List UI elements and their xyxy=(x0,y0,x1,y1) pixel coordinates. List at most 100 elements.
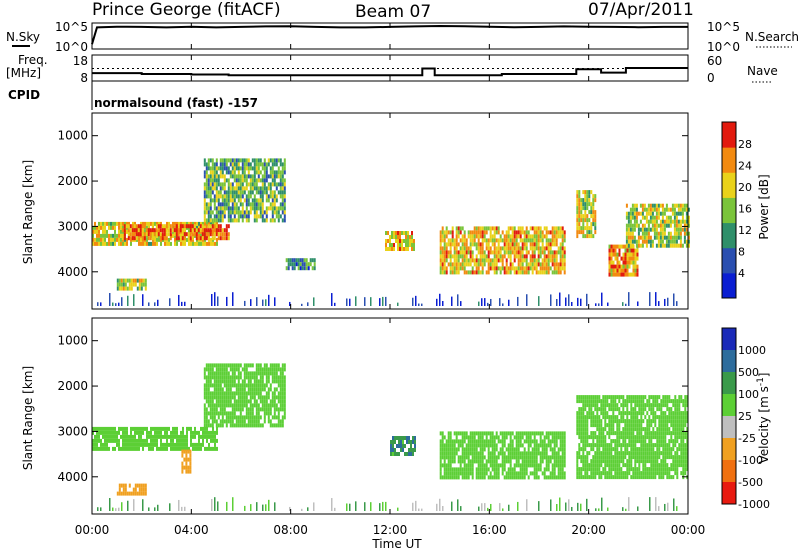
power-cell-4 xyxy=(292,258,294,262)
power-cell-9 xyxy=(630,240,632,244)
velocity-cell-1 xyxy=(218,367,220,371)
velocity-cell-6 xyxy=(602,403,604,407)
velocity-cell-0 xyxy=(130,431,132,435)
power-cell-1 xyxy=(138,228,140,232)
velocity-cell-0 xyxy=(146,435,148,439)
power-cell-9 xyxy=(656,232,658,236)
velocity-cell-6 xyxy=(636,439,638,443)
velocity-cell-6 xyxy=(604,419,606,423)
velocity-cell-0 xyxy=(130,447,132,451)
power-ground-scatter xyxy=(436,299,438,306)
power-cell-2 xyxy=(210,174,212,178)
velocity-cell-0 xyxy=(124,447,126,451)
velocity-cell-1 xyxy=(230,399,232,403)
power-cell-6 xyxy=(522,262,524,266)
velocity-cell-0 xyxy=(138,447,140,451)
power-ground-scatter xyxy=(100,302,102,306)
velocity-cell-2 xyxy=(133,488,135,492)
velocity-cell-1 xyxy=(214,411,216,415)
velocity-cell-6 xyxy=(642,411,644,415)
power-cell-2 xyxy=(230,214,232,218)
velocity-cell-1 xyxy=(264,387,266,391)
velocity-cell-6 xyxy=(642,403,644,407)
power-cell-6 xyxy=(510,262,512,266)
velocity-cell-6 xyxy=(596,395,598,399)
power-cell-6 xyxy=(486,254,488,258)
power-cell-6 xyxy=(440,234,442,238)
power-cell-2 xyxy=(276,186,278,190)
velocity-cell-1 xyxy=(268,375,270,379)
velocity-cell-5 xyxy=(512,451,514,455)
velocity-cell-0 xyxy=(142,427,144,431)
velocity-cell-5 xyxy=(564,435,566,439)
power-cell-6 xyxy=(476,270,478,274)
power-cell-2 xyxy=(280,178,282,182)
velocity-cell-6 xyxy=(590,443,592,447)
power-cell-4 xyxy=(302,266,304,270)
power-cell-6 xyxy=(470,258,472,262)
velocity-cell-1 xyxy=(278,415,280,419)
velocity-cell-5 xyxy=(472,455,474,459)
velocity-cell-6 xyxy=(668,439,670,443)
power-cell-6 xyxy=(454,250,456,254)
velocity-cell-6 xyxy=(590,411,592,415)
velocity-cell-1 xyxy=(230,379,232,383)
power-cell-6 xyxy=(470,262,472,266)
velocity-cell-5 xyxy=(536,431,538,435)
power-cell-8 xyxy=(629,249,631,253)
power-cell-0 xyxy=(166,242,168,246)
power-cell-2 xyxy=(220,162,222,166)
power-cell-6 xyxy=(526,258,528,262)
velocity-cell-1 xyxy=(258,419,260,423)
velocity-cell-6 xyxy=(640,439,642,443)
velocity-cell-5 xyxy=(560,443,562,447)
velocity-cell-5 xyxy=(506,475,508,479)
power-cell-7 xyxy=(580,230,582,234)
velocity-cell-6 xyxy=(588,467,590,471)
power-cell-6 xyxy=(482,234,484,238)
velocity-cell-6 xyxy=(656,399,658,403)
velocity-cell-0 xyxy=(154,439,156,443)
power-cell-0 xyxy=(102,238,104,242)
power-ground-scatter xyxy=(313,297,315,306)
power-cell-2 xyxy=(208,158,210,162)
velocity-cell-6 xyxy=(600,455,602,459)
power-cell-0 xyxy=(168,238,170,242)
power-cell-0 xyxy=(104,222,106,226)
power-cell-4 xyxy=(314,262,316,266)
power-cell-8 xyxy=(623,261,625,265)
power-cell-9 xyxy=(650,204,652,208)
velocity-cell-5 xyxy=(440,431,442,435)
velocity-cell-6 xyxy=(630,443,632,447)
velocity-cell-6 xyxy=(630,407,632,411)
velocity-cell-1 xyxy=(254,399,256,403)
velocity-cell-5 xyxy=(564,459,566,463)
velocity-cell-5 xyxy=(470,447,472,451)
velocity-cell-6 xyxy=(588,411,590,415)
power-cell-0 xyxy=(96,242,98,246)
velocity-cell-1 xyxy=(242,423,244,427)
velocity-cell-5 xyxy=(458,467,460,471)
velocity-cell-1 xyxy=(224,367,226,371)
date-title: 07/Apr/2011 xyxy=(588,0,694,20)
velocity-cell-5 xyxy=(440,467,442,471)
power-cell-6 xyxy=(552,254,554,258)
velocity-cell-5 xyxy=(552,475,554,479)
velocity-cell-1 xyxy=(260,375,262,379)
velocity-cell-0 xyxy=(208,435,210,439)
velocity-cell-0 xyxy=(102,443,104,447)
power-cell-1 xyxy=(186,232,188,236)
power-cell-7 xyxy=(594,222,596,226)
power-cell-0 xyxy=(116,238,118,242)
power-cell-2 xyxy=(218,218,220,222)
velocity-cell-0 xyxy=(164,427,166,431)
velocity-cell-6 xyxy=(586,395,588,399)
power-cell-2 xyxy=(228,214,230,218)
power-cell-9 xyxy=(642,228,644,232)
velocity-cell-0 xyxy=(142,439,144,443)
velocity-cell-5 xyxy=(472,431,474,435)
velocity-cell-4 xyxy=(404,436,406,440)
power-cell-9 xyxy=(626,236,628,240)
velocity-cell-1 xyxy=(260,423,262,427)
